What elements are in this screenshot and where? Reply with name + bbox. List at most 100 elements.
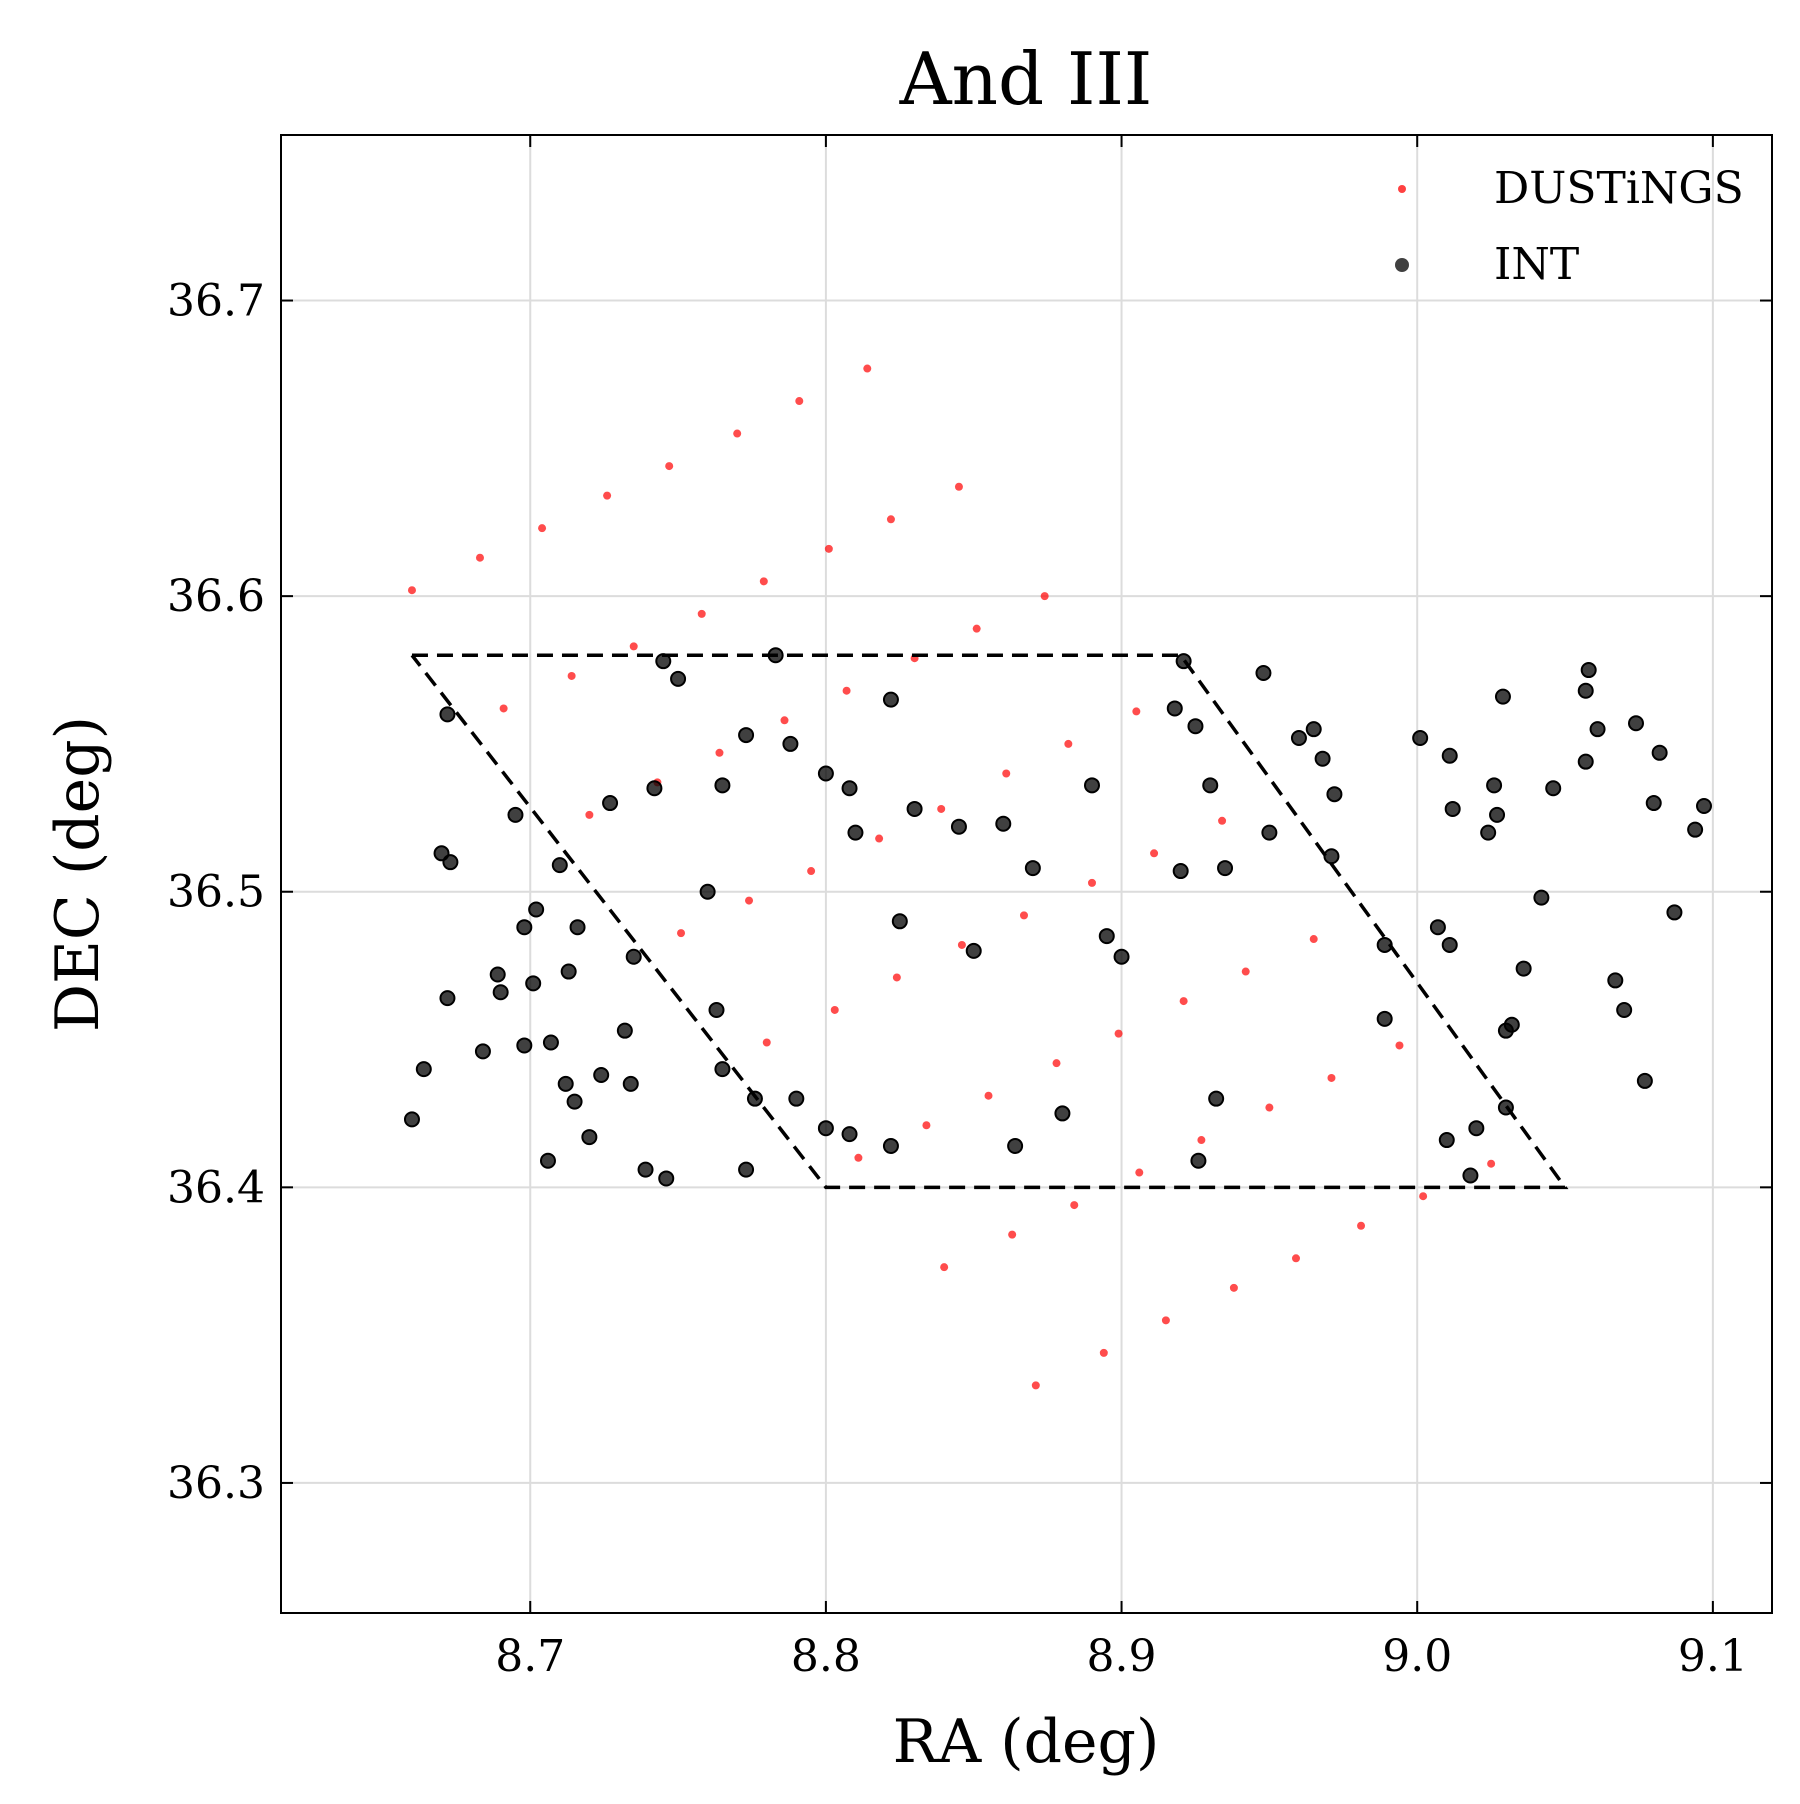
x-tick-label: 8.7 <box>495 1631 565 1682</box>
scatter-point <box>1695 798 1712 815</box>
scatter-point <box>1438 1132 1455 1149</box>
scatter-point <box>516 919 533 936</box>
scatter-point <box>637 1161 654 1178</box>
scatter-point <box>557 1075 574 1092</box>
scatter-point <box>892 973 901 982</box>
scatter-point <box>1098 928 1115 945</box>
scatter-point <box>566 1093 583 1110</box>
scatter-point <box>1441 747 1458 764</box>
legend-marker <box>1398 185 1406 193</box>
scatter-point <box>807 867 816 876</box>
scatter-point <box>1580 662 1597 679</box>
scatter-point <box>474 1043 491 1060</box>
scatter-point <box>1577 753 1594 770</box>
scatter-point <box>1202 777 1219 794</box>
scatter-point <box>1444 800 1461 817</box>
scatter-point <box>699 883 716 900</box>
y-tick-label: 36.3 <box>167 1458 265 1509</box>
scatter-point <box>492 984 509 1001</box>
scatter-point <box>1357 1221 1366 1230</box>
scatter-point <box>937 804 946 813</box>
scatter-point <box>622 1075 639 1092</box>
scatter-point <box>891 913 908 930</box>
scatter-point <box>1533 889 1550 906</box>
scatter-point <box>875 834 884 843</box>
scatter-point <box>882 691 899 708</box>
scatter-point <box>1265 1103 1274 1112</box>
scatter-point <box>715 748 724 757</box>
scatter-point <box>1489 806 1506 823</box>
scatter-point <box>1150 849 1159 858</box>
scatter-point <box>965 942 982 959</box>
scatter-point <box>1515 960 1532 977</box>
y-tick-label: 36.7 <box>167 276 265 327</box>
scatter-point <box>714 1061 731 1078</box>
scatter-point <box>817 1120 834 1137</box>
region-outline <box>410 653 1569 1190</box>
scatter-point <box>677 929 686 938</box>
scatter-point <box>585 810 594 819</box>
scatter-point <box>1218 816 1227 825</box>
scatter-point <box>1503 1016 1520 1033</box>
scatter-point <box>646 780 663 797</box>
scatter-point <box>995 815 1012 832</box>
scatter-point <box>616 1022 633 1039</box>
scatter-point <box>847 824 864 841</box>
x-tick-label: 9.1 <box>1678 1631 1748 1682</box>
scatter-point <box>1687 821 1704 838</box>
scatter-point <box>1309 935 1318 944</box>
scatter-point <box>1616 1001 1633 1018</box>
scatter-point <box>1545 780 1562 797</box>
scatter-point <box>762 1038 771 1047</box>
scatter-point <box>817 765 834 782</box>
scatter-point <box>1179 997 1188 1006</box>
scatter-point <box>1024 860 1041 877</box>
scatter-point <box>1666 904 1683 921</box>
scatter-point <box>1208 1090 1225 1107</box>
x-tick-label: 8.9 <box>1087 1631 1157 1682</box>
scatter-point <box>714 777 731 794</box>
scatter-point <box>940 1263 949 1272</box>
scatter-point <box>560 963 577 980</box>
scatter-point <box>854 1153 863 1162</box>
scatter-point <box>1323 848 1340 865</box>
scatter-point <box>551 857 568 874</box>
scatter-point <box>1083 777 1100 794</box>
scatter-point <box>625 948 642 965</box>
scatter-point <box>1419 1192 1428 1201</box>
scatter-point <box>1217 860 1234 877</box>
y-tick-label: 36.4 <box>167 1162 265 1213</box>
legend-label: DUSTiNGS <box>1494 163 1744 214</box>
scatter-point <box>1166 700 1183 717</box>
scatter-point <box>1135 1168 1144 1177</box>
x-axis-label: RA (deg) <box>893 1707 1160 1777</box>
scatter-point <box>1486 777 1503 794</box>
scatter-point <box>906 800 923 817</box>
scatter-point <box>528 901 545 918</box>
scatter-point <box>841 1126 858 1143</box>
scatter-point <box>670 670 687 687</box>
scatter-point <box>442 854 459 871</box>
scatter-point <box>780 716 789 725</box>
scatter-point <box>1395 1041 1404 1050</box>
scatter-point <box>603 491 612 500</box>
scatter-point <box>1040 592 1049 601</box>
scatter-point <box>1480 824 1497 841</box>
scatter-point <box>922 1121 931 1130</box>
scatter-point <box>1172 863 1189 880</box>
scatter-point <box>1376 1010 1393 1027</box>
scatter-point <box>1326 786 1343 803</box>
scatter-point <box>1636 1072 1653 1089</box>
scatter-point <box>1031 1381 1040 1390</box>
scatter-point <box>1627 715 1644 732</box>
scatter-point <box>569 919 586 936</box>
chart-title: And III <box>899 37 1153 121</box>
scatter-point <box>1589 721 1606 738</box>
scatter-point <box>957 940 966 949</box>
scatter-point <box>1255 664 1272 681</box>
scatter-point <box>1651 744 1668 761</box>
scatter-point <box>886 515 895 524</box>
scatter-point <box>439 706 456 723</box>
